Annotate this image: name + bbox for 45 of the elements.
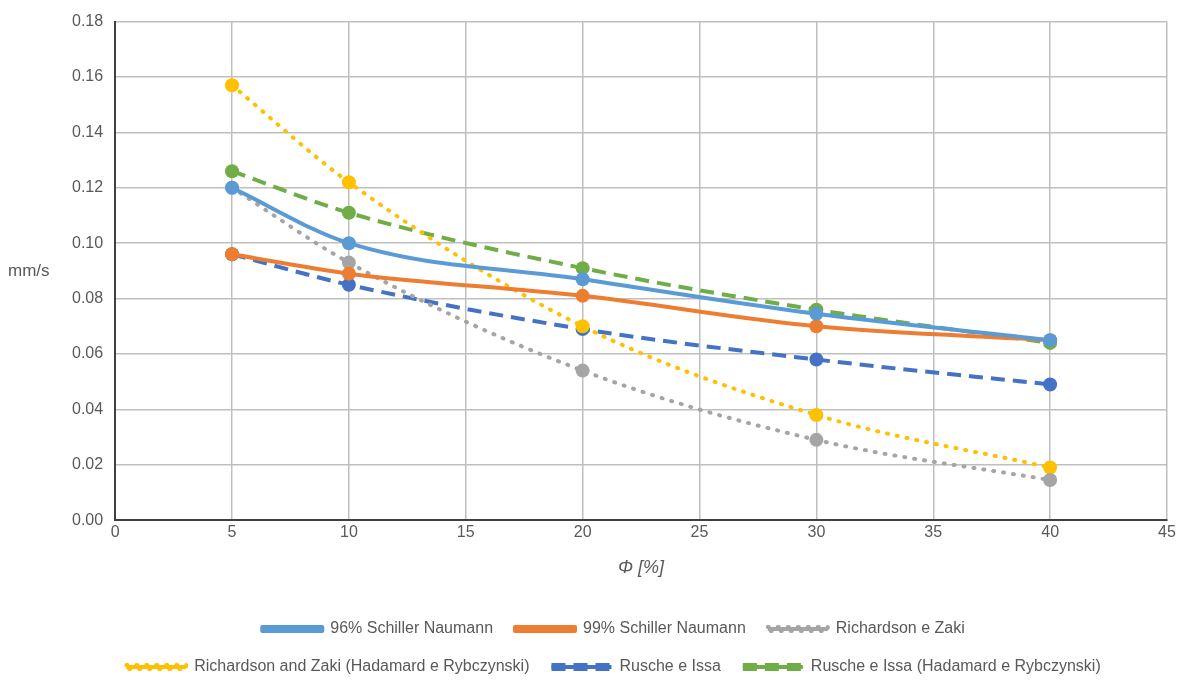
y-tick-label: 0.06 [72,344,104,362]
y-tick-label: 0.16 [72,67,104,85]
point [809,407,824,422]
y-tick-label: 0.14 [72,122,104,140]
point [809,319,824,334]
legend-label: Richardson and Zaki (Hadamard e Rybczynski) [194,657,530,675]
y-tick-label: 0.10 [72,233,104,251]
point [341,266,356,281]
y-tick-label: 0.18 [72,12,104,30]
y-tick-label: 0.12 [72,178,104,196]
y-tick-label: 0.00 [72,510,104,528]
y-tick-label: 0.08 [72,289,104,307]
point [341,236,356,251]
point [809,352,824,367]
x-axis-title: Φ [%] [618,557,666,578]
x-tick-label: 15 [456,523,475,541]
x-tick-label: 5 [227,523,237,541]
legend-label: Rusche e Issa [619,657,721,675]
legend-label: Rusche e Issa (Hadamard e Rybczynski) [810,657,1101,675]
point [809,432,824,447]
point [575,272,590,287]
point [341,205,356,220]
point [225,78,240,93]
x-tick-label: 40 [1041,523,1060,541]
x-tick-label: 10 [339,523,358,541]
x-tick-label: 45 [1158,523,1176,541]
x-tick-label: 30 [807,523,826,541]
x-tick-label: 20 [573,523,592,541]
point [341,175,356,190]
x-tick-label: 0 [110,523,120,541]
point [575,363,590,378]
point [1043,473,1058,488]
legend-label: 96% Schiller Naumann [330,619,494,637]
legend-label: Richardson e Zaki [835,619,965,637]
point [1043,460,1058,475]
point [809,306,824,321]
point [1043,377,1058,392]
legend-label: 99% Schiller Naumann [583,619,746,637]
x-tick-label: 25 [690,523,709,541]
point [575,288,590,303]
y-tick-label: 0.04 [72,399,104,417]
point [225,164,240,179]
y-tick-label: 0.02 [72,455,104,473]
y-axis-title: mm/s [8,260,50,280]
x-tick-label: 35 [924,523,943,541]
